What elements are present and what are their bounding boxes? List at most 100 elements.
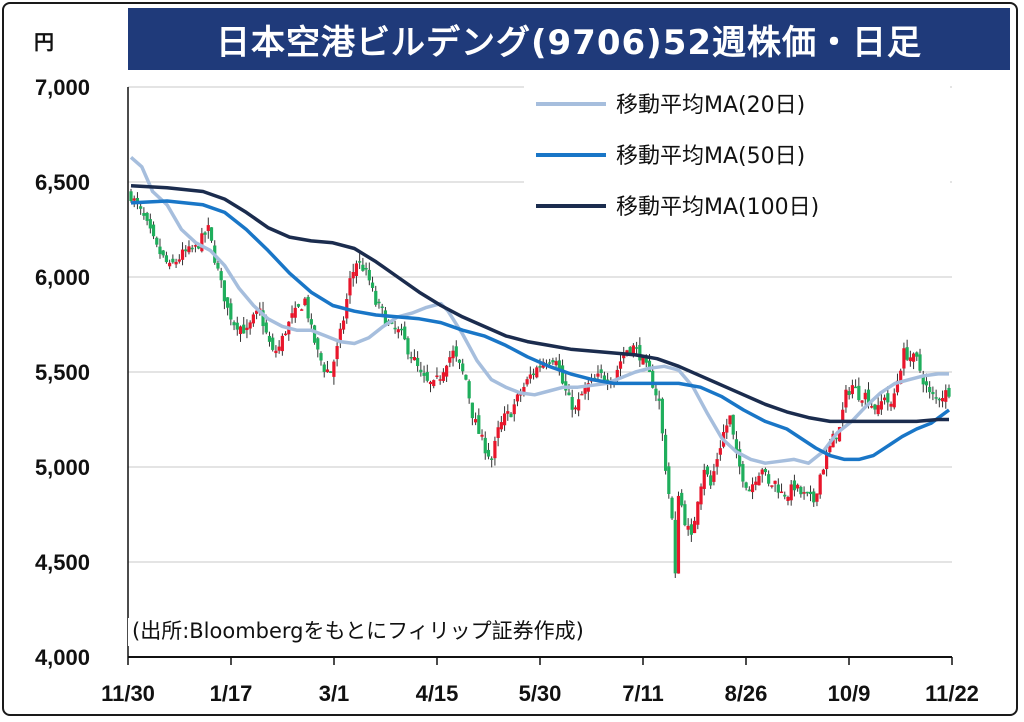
candle-body (457, 359, 462, 363)
legend-background (524, 86, 950, 234)
candle-body (899, 370, 903, 384)
candle-body (538, 366, 542, 368)
candle-body (283, 333, 288, 336)
candle-body (483, 437, 487, 454)
candle-body (647, 360, 652, 372)
candle-body (454, 346, 458, 357)
candle-body (248, 322, 252, 329)
candle-body (422, 373, 426, 376)
candle-body (412, 357, 417, 361)
y-tick-label: 4,000 (35, 645, 90, 670)
candle-body (631, 345, 635, 357)
candle-body (242, 324, 246, 334)
candle-body (151, 224, 156, 237)
candle-body (731, 414, 735, 435)
x-tick-label: 1/17 (210, 681, 253, 706)
candle-body (428, 381, 433, 385)
candle-body (187, 246, 191, 253)
candle-body (873, 404, 877, 410)
candle-body (802, 492, 806, 494)
candle-body (354, 263, 359, 277)
candle-body (380, 306, 384, 309)
candle-body (364, 267, 368, 270)
x-tick-label: 3/1 (319, 681, 350, 706)
candle-body (438, 379, 442, 381)
chart-title: 日本空港ビルデング(9706)52週株価・日足 (128, 8, 1010, 70)
candle-body (905, 347, 909, 360)
candle-body (654, 388, 658, 396)
candle-body (676, 495, 681, 574)
candle-body (680, 492, 684, 506)
candle-body (177, 259, 181, 262)
candle-body (229, 303, 233, 320)
candle-body (567, 392, 571, 396)
candle-body (193, 245, 198, 247)
candle-body (750, 484, 755, 493)
candle-body (325, 369, 330, 373)
candle-body (734, 439, 739, 453)
candle-body (663, 434, 668, 471)
candle-body (815, 493, 819, 502)
x-tick-label: 11/22 (925, 681, 979, 706)
candle-body (882, 397, 887, 401)
candle-body (209, 227, 214, 241)
candle-body (274, 350, 278, 354)
candle-body (290, 313, 294, 318)
y-tick-label: 5,000 (35, 455, 90, 480)
candle-body (660, 398, 664, 434)
candle-body (715, 459, 719, 467)
candle-body (502, 413, 507, 426)
candle-body (493, 440, 497, 459)
y-tick-label: 5,500 (35, 360, 90, 385)
candle-body (718, 448, 722, 455)
candle-body (377, 301, 381, 304)
candle-body (174, 261, 178, 265)
candle-body (583, 387, 587, 394)
candle-body (277, 346, 281, 351)
candle-body (692, 520, 697, 534)
candle-body (712, 471, 716, 482)
candle-body (251, 314, 255, 324)
candle-body (599, 369, 603, 374)
candle-body (506, 411, 510, 414)
candle-body (931, 392, 935, 395)
candle-body (915, 352, 919, 357)
candle-body (879, 401, 883, 410)
candle-body (393, 327, 397, 330)
candle-body (467, 381, 471, 399)
candle-body (184, 249, 188, 252)
candle-body (335, 346, 339, 360)
candle-body (200, 233, 204, 252)
candle-body (535, 367, 539, 378)
candle-body (696, 501, 700, 525)
candle-body (889, 403, 893, 407)
candle-body (602, 375, 607, 381)
candle-body (940, 398, 945, 402)
candle-body (921, 374, 925, 385)
candle-body (374, 290, 378, 305)
candle-body (924, 381, 929, 386)
candle-body (837, 426, 842, 442)
candle-body (490, 458, 494, 460)
candle-body (705, 466, 710, 475)
candle-body (709, 475, 713, 486)
candle-body (934, 397, 938, 399)
candle-body (876, 405, 880, 415)
candle-body (464, 374, 468, 380)
legend-label: 移動平均MA(100日) (616, 195, 819, 220)
x-tick-label: 4/15 (416, 681, 459, 706)
candle-body (528, 374, 532, 379)
y-tick-label: 4,500 (35, 550, 90, 575)
candle-body (319, 353, 323, 361)
candle-body (828, 446, 832, 453)
candle-body (531, 373, 536, 376)
candle-body (509, 413, 513, 418)
candle-body (638, 345, 642, 361)
candle-body (168, 262, 172, 267)
candle-body (303, 298, 307, 306)
candle-body (445, 365, 449, 377)
candle-body (548, 362, 552, 364)
candle-body (622, 355, 626, 359)
candle-body (702, 469, 706, 489)
candle-body (142, 213, 146, 216)
